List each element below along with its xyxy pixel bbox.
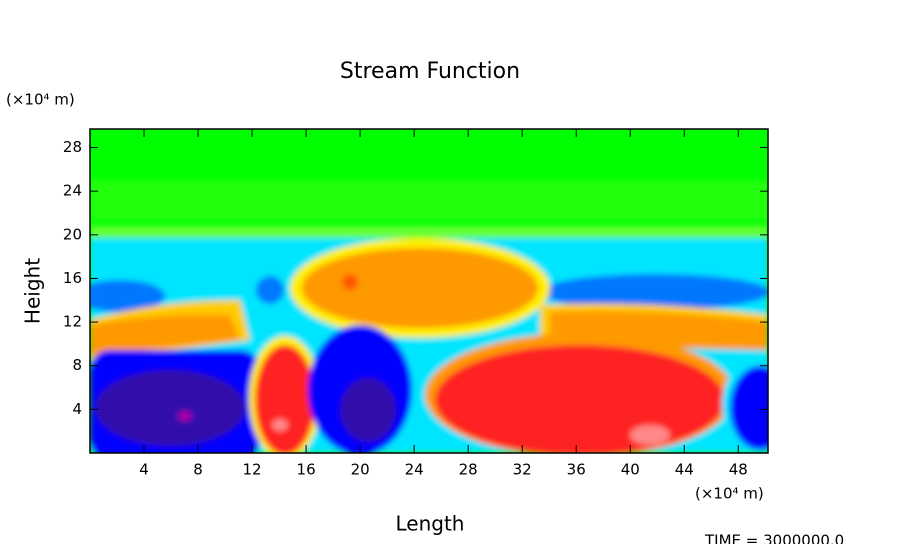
x-axis-label: Length — [396, 512, 465, 536]
y-tick-label: 8 — [72, 356, 82, 374]
x-tick-label: 36 — [567, 461, 586, 479]
x-tick-label: 28 — [459, 461, 478, 479]
chart-title: Stream Function — [340, 59, 520, 84]
x-tick-label: 48 — [729, 461, 748, 479]
x-tick-label: 8 — [193, 461, 203, 479]
y-tick-label: 12 — [63, 313, 82, 331]
y-tick-label: 4 — [72, 400, 82, 418]
plot-frame — [89, 128, 769, 454]
x-tick-label: 44 — [675, 461, 694, 479]
x-tick-label: 40 — [621, 461, 640, 479]
x-tick-label: 24 — [405, 461, 424, 479]
y-unit: (×10⁴ m) — [6, 91, 75, 109]
x-tick-label: 20 — [351, 461, 370, 479]
x-tick-label: 16 — [297, 461, 316, 479]
y-tick-label: 28 — [63, 138, 82, 156]
y-tick-label: 24 — [63, 182, 82, 200]
contour-field — [90, 129, 768, 453]
annotation: TIME = 3000000.0 — [704, 532, 844, 544]
y-tick-label: 20 — [63, 225, 82, 243]
x-unit: (×10⁴ m) — [695, 485, 764, 503]
x-tick-label: 4 — [139, 461, 149, 479]
x-tick-label: 12 — [243, 461, 262, 479]
y-axis-label: Height — [21, 258, 45, 324]
x-tick-label: 32 — [513, 461, 532, 479]
y-tick-label: 16 — [63, 269, 82, 287]
